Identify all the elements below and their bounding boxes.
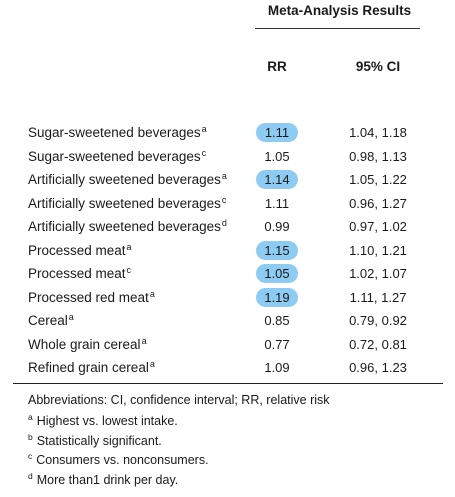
- ci-value: 0.79, 0.92: [349, 313, 407, 328]
- rr-value-highlighted: 1.11: [256, 123, 298, 142]
- row-label: Sugar-sweetened beveragesc: [28, 148, 206, 164]
- footnote-marker: a: [221, 171, 227, 181]
- abbreviations-note: Abbreviations: CI, confidence interval; …: [28, 393, 330, 407]
- table-row: Cereala 0.85 0.79, 0.92: [0, 309, 455, 333]
- rr-column-header: RR: [267, 59, 287, 74]
- rr-value: 0.85: [264, 313, 290, 328]
- footnote-text: More than1 drink per day.: [36, 472, 179, 487]
- footnote-marker: c: [221, 194, 227, 205]
- table-row: Refined grain cereala 1.09 0.96, 1.23: [0, 356, 455, 380]
- rr-value-highlighted: 1.19: [256, 287, 298, 307]
- footnote-marker: a: [68, 312, 74, 322]
- ci-value: 1.05, 1.22: [349, 172, 407, 187]
- footnotes: Abbreviations: CI, confidence interval; …: [28, 393, 330, 488]
- row-label-text: Sugar-sweetened beverages: [28, 125, 201, 140]
- footnote-item: d More than1 drink per day.: [28, 469, 330, 489]
- row-label: Cereala: [28, 312, 74, 328]
- results-table: Sugar-sweetened beveragesa 1.11 1.04, 1.18…: [0, 121, 455, 380]
- footnote-text: Consumers vs. nonconsumers.: [36, 453, 209, 467]
- footnote-marker: a: [126, 241, 132, 252]
- ci-value: 1.10, 1.21: [349, 242, 407, 258]
- row-label-text: Refined grain cereal: [28, 360, 149, 375]
- footnote-list: a Highest vs. lowest intake. b Statisticall…: [28, 410, 330, 488]
- rr-value: 1.05: [264, 148, 290, 164]
- row-label-text: Processed meat: [28, 242, 126, 258]
- rr-value: 0.99: [264, 219, 290, 234]
- footnote-text: Statistically significant.: [36, 433, 162, 448]
- footnote-item: a Highest vs. lowest intake.: [28, 410, 330, 430]
- row-label: Refined grain cereala: [28, 359, 155, 375]
- table-row: Whole grain cereala 0.77 0.72, 0.81: [0, 333, 455, 357]
- rr-value: 1.09: [264, 360, 290, 375]
- row-label: Artificially sweetened beveragesa: [28, 171, 227, 187]
- ci-value: 0.98, 1.13: [349, 148, 407, 164]
- table-row: Processed red meata 1.19 1.11, 1.27: [0, 286, 455, 310]
- footnote-marker: c: [201, 147, 207, 158]
- row-label-text: Artificially sweetened beverages: [28, 195, 221, 211]
- footnote-marker: a: [149, 359, 155, 369]
- row-label: Whole grain cereala: [28, 336, 147, 352]
- row-label: Artificially sweetened beveragesd: [28, 218, 227, 234]
- table-row: Artificially sweetened beveragesc 1.11 0.9…: [0, 192, 455, 216]
- ci-value: 0.72, 0.81: [349, 336, 407, 352]
- group-title: Meta-Analysis Results: [267, 3, 412, 18]
- row-label-text: Sugar-sweetened beverages: [28, 148, 201, 164]
- rr-value-highlighted: 1.14: [256, 170, 298, 189]
- ci-value: 0.96, 1.27: [349, 195, 407, 211]
- row-label: Processed meatc: [28, 265, 131, 281]
- table-row: Sugar-sweetened beveragesc 1.05 0.98, 1.13: [0, 145, 455, 169]
- row-label: Artificially sweetened beveragesc: [28, 195, 226, 211]
- footnote-text: Highest vs. lowest intake.: [36, 414, 178, 428]
- footnote-item: b Statistically significant.: [28, 430, 330, 450]
- table-row: Artificially sweetened beveragesd 0.99 0.9…: [0, 215, 455, 239]
- table-row: Sugar-sweetened beveragesa 1.11 1.04, 1.18: [0, 121, 455, 145]
- row-label-text: Processed red meat: [28, 289, 149, 305]
- row-label-text: Whole grain cereal: [28, 336, 141, 352]
- footnote-mark: a: [28, 412, 33, 422]
- rr-value-highlighted: 1.15: [256, 240, 298, 260]
- row-label-text: Artificially sweetened beverages: [28, 172, 221, 187]
- ci-value: 1.02, 1.07: [349, 266, 407, 281]
- footnote-mark: c: [28, 451, 33, 461]
- footnote-marker: d: [221, 218, 227, 228]
- row-label-text: Cereal: [28, 313, 68, 328]
- ci-value: 1.11, 1.27: [349, 289, 407, 305]
- rr-value: 1.11: [264, 195, 290, 211]
- footnote-marker: c: [126, 265, 132, 275]
- ci-value: 0.96, 1.23: [349, 360, 407, 375]
- table-row: Processed meatc 1.05 1.02, 1.07: [0, 262, 455, 286]
- row-label-text: Processed meat: [28, 266, 126, 281]
- row-label: Processed red meata: [28, 289, 155, 305]
- group-rule: [255, 28, 420, 29]
- ci-value: 0.97, 1.02: [349, 219, 407, 234]
- footnote-mark: b: [28, 431, 33, 442]
- ci-column-header: 95% CI: [355, 59, 401, 74]
- table-row: Processed meata 1.15 1.10, 1.21: [0, 239, 455, 263]
- footnote-marker: a: [149, 288, 155, 299]
- rr-value: 0.77: [264, 336, 290, 352]
- row-label-text: Artificially sweetened beverages: [28, 219, 221, 234]
- footnote-mark: d: [28, 470, 33, 481]
- footnote-marker: a: [201, 124, 207, 134]
- ci-value: 1.04, 1.18: [349, 125, 407, 140]
- footnote-marker: a: [141, 335, 147, 346]
- footnote-divider: [13, 383, 443, 384]
- row-label: Sugar-sweetened beveragesa: [28, 124, 207, 140]
- table-row: Artificially sweetened beveragesa 1.14 1.0…: [0, 168, 455, 192]
- row-label: Processed meata: [28, 242, 132, 258]
- footnote-item: c Consumers vs. nonconsumers.: [28, 449, 330, 469]
- rr-value-highlighted: 1.05: [256, 264, 298, 283]
